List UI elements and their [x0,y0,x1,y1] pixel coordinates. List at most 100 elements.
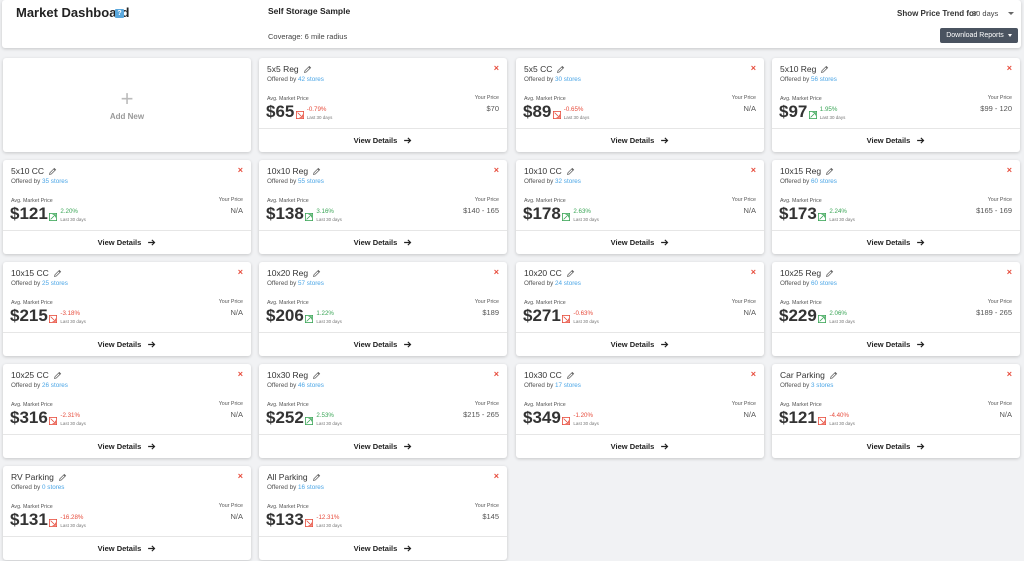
close-icon[interactable]: × [1006,165,1012,175]
pencil-icon[interactable] [566,371,575,380]
view-details-button[interactable]: View Details [259,536,507,560]
your-price: N/A [743,206,756,215]
pencil-icon[interactable] [312,269,321,278]
unit-title[interactable]: 10x30 CC [524,370,575,380]
store-count-link[interactable]: 55 stores [298,178,324,185]
unit-title[interactable]: 10x15 Reg [780,166,834,176]
store-count-link[interactable]: 16 stores [298,484,324,491]
view-details-button[interactable]: View Details [516,332,764,356]
view-details-label: View Details [97,441,142,451]
pencil-icon[interactable] [312,167,321,176]
store-count-link[interactable]: 0 stores [42,484,65,491]
view-details-button[interactable]: View Details [259,332,507,356]
view-details-button[interactable]: View Details [516,434,764,458]
view-details-button[interactable]: View Details [772,332,1020,356]
pencil-icon[interactable] [820,65,829,74]
unit-title[interactable]: 10x15 CC [11,268,62,278]
pencil-icon[interactable] [58,473,67,482]
store-count-link[interactable]: 46 stores [298,382,324,389]
close-icon[interactable]: × [237,165,243,175]
arrow-right-icon [660,340,669,349]
offered-by: Offered by 25 stores [11,280,68,287]
pencil-icon[interactable] [825,167,834,176]
unit-title[interactable]: 10x25 CC [11,370,62,380]
store-count-link[interactable]: 60 stores [811,178,837,185]
help-icon[interactable]: ? [115,9,124,18]
close-icon[interactable]: × [750,369,756,379]
close-icon[interactable]: × [1006,267,1012,277]
view-details-button[interactable]: View Details [516,128,764,152]
close-icon[interactable]: × [493,63,499,73]
chevron-down-icon[interactable] [1008,12,1014,15]
close-icon[interactable]: × [237,471,243,481]
unit-title[interactable]: RV Parking [11,472,67,482]
unit-title[interactable]: All Parking [267,472,321,482]
close-icon[interactable]: × [237,267,243,277]
view-details-button[interactable]: View Details [772,128,1020,152]
unit-title[interactable]: 10x10 CC [524,166,575,176]
arrow-right-icon [660,442,669,451]
close-icon[interactable]: × [1006,63,1012,73]
view-details-button[interactable]: View Details [259,230,507,254]
close-icon[interactable]: × [750,63,756,73]
view-details-button[interactable]: View Details [3,332,251,356]
store-count-link[interactable]: 57 stores [298,280,324,287]
store-count-link[interactable]: 24 stores [555,280,581,287]
view-details-button[interactable]: View Details [3,536,251,560]
store-count-link[interactable]: 30 stores [555,76,581,83]
close-icon[interactable]: × [493,165,499,175]
pencil-icon[interactable] [53,269,62,278]
trend-period: Last 30 days [60,523,86,528]
close-icon[interactable]: × [493,267,499,277]
close-icon[interactable]: × [750,165,756,175]
view-details-button[interactable]: View Details [516,230,764,254]
view-details-button[interactable]: View Details [259,434,507,458]
close-icon[interactable]: × [1006,369,1012,379]
your-price-label: Your Price [218,401,243,407]
store-count-link[interactable]: 42 stores [298,76,324,83]
unit-title[interactable]: Car Parking [780,370,838,380]
add-new-card[interactable]: + Add New [3,58,251,152]
store-count-link[interactable]: 3 stores [811,382,834,389]
download-reports-button[interactable]: Download Reports [940,28,1018,43]
divider [259,230,507,231]
unit-title[interactable]: 5x5 Reg [267,64,312,74]
unit-title[interactable]: 10x25 Reg [780,268,834,278]
unit-title[interactable]: 10x20 CC [524,268,575,278]
view-details-label: View Details [866,441,911,451]
store-count-link[interactable]: 25 stores [42,280,68,287]
view-details-button[interactable]: View Details [772,434,1020,458]
pencil-icon[interactable] [312,371,321,380]
divider [772,128,1020,129]
store-count-link[interactable]: 56 stores [811,76,837,83]
store-count-link[interactable]: 17 stores [555,382,581,389]
pencil-icon[interactable] [303,65,312,74]
store-count-link[interactable]: 35 stores [42,178,68,185]
pencil-icon[interactable] [566,167,575,176]
store-count-link[interactable]: 60 stores [811,280,837,287]
trend-period-select[interactable]: 30 days [972,9,999,18]
close-icon[interactable]: × [493,471,499,481]
view-details-button[interactable]: View Details [3,434,251,458]
close-icon[interactable]: × [237,369,243,379]
pencil-icon[interactable] [312,473,321,482]
view-details-button[interactable]: View Details [259,128,507,152]
pencil-icon[interactable] [566,269,575,278]
unit-title[interactable]: 10x10 Reg [267,166,321,176]
unit-title[interactable]: 5x10 Reg [780,64,829,74]
pencil-icon[interactable] [53,371,62,380]
unit-title[interactable]: 10x30 Reg [267,370,321,380]
view-details-button[interactable]: View Details [772,230,1020,254]
store-count-link[interactable]: 26 stores [42,382,68,389]
view-details-button[interactable]: View Details [3,230,251,254]
store-count-link[interactable]: 32 stores [555,178,581,185]
pencil-icon[interactable] [48,167,57,176]
unit-title[interactable]: 5x10 CC [11,166,57,176]
close-icon[interactable]: × [493,369,499,379]
close-icon[interactable]: × [750,267,756,277]
pencil-icon[interactable] [829,371,838,380]
pencil-icon[interactable] [556,65,565,74]
unit-title[interactable]: 5x5 CC [524,64,565,74]
unit-title[interactable]: 10x20 Reg [267,268,321,278]
pencil-icon[interactable] [825,269,834,278]
